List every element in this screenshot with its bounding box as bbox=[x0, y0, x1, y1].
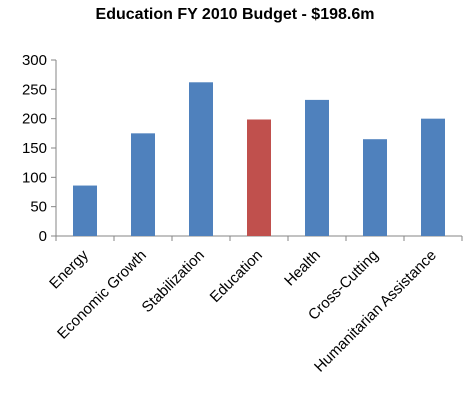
x-tick-label: Health bbox=[281, 247, 324, 290]
bar-humanitarian-assistance bbox=[421, 118, 445, 236]
bars bbox=[73, 82, 445, 236]
chart-title: Education FY 2010 Budget - $198.6m bbox=[95, 6, 375, 23]
bar-economic-growth bbox=[131, 133, 155, 236]
bar-education bbox=[247, 119, 271, 236]
x-tick-label: Humanitarian Assistance bbox=[311, 247, 440, 376]
x-tick-label: Energy bbox=[46, 246, 92, 292]
y-tick-label: 50 bbox=[30, 199, 47, 216]
bar-energy bbox=[73, 185, 97, 236]
y-tick-label: 150 bbox=[22, 140, 47, 157]
y-tick-label: 0 bbox=[39, 228, 47, 245]
x-tick-label: Education bbox=[207, 247, 266, 306]
y-tick-label: 200 bbox=[22, 111, 47, 128]
x-tick-label: Stabilization bbox=[139, 247, 208, 316]
bar-cross-cutting bbox=[363, 139, 387, 236]
y-tick-label: 300 bbox=[22, 52, 47, 69]
y-tick-labels: 0 50 100 150 200 250 300 bbox=[22, 52, 47, 245]
y-tick-label: 250 bbox=[22, 81, 47, 98]
bar-health bbox=[305, 99, 329, 236]
bar-stabilization bbox=[189, 82, 213, 236]
y-tick-label: 100 bbox=[22, 169, 47, 186]
